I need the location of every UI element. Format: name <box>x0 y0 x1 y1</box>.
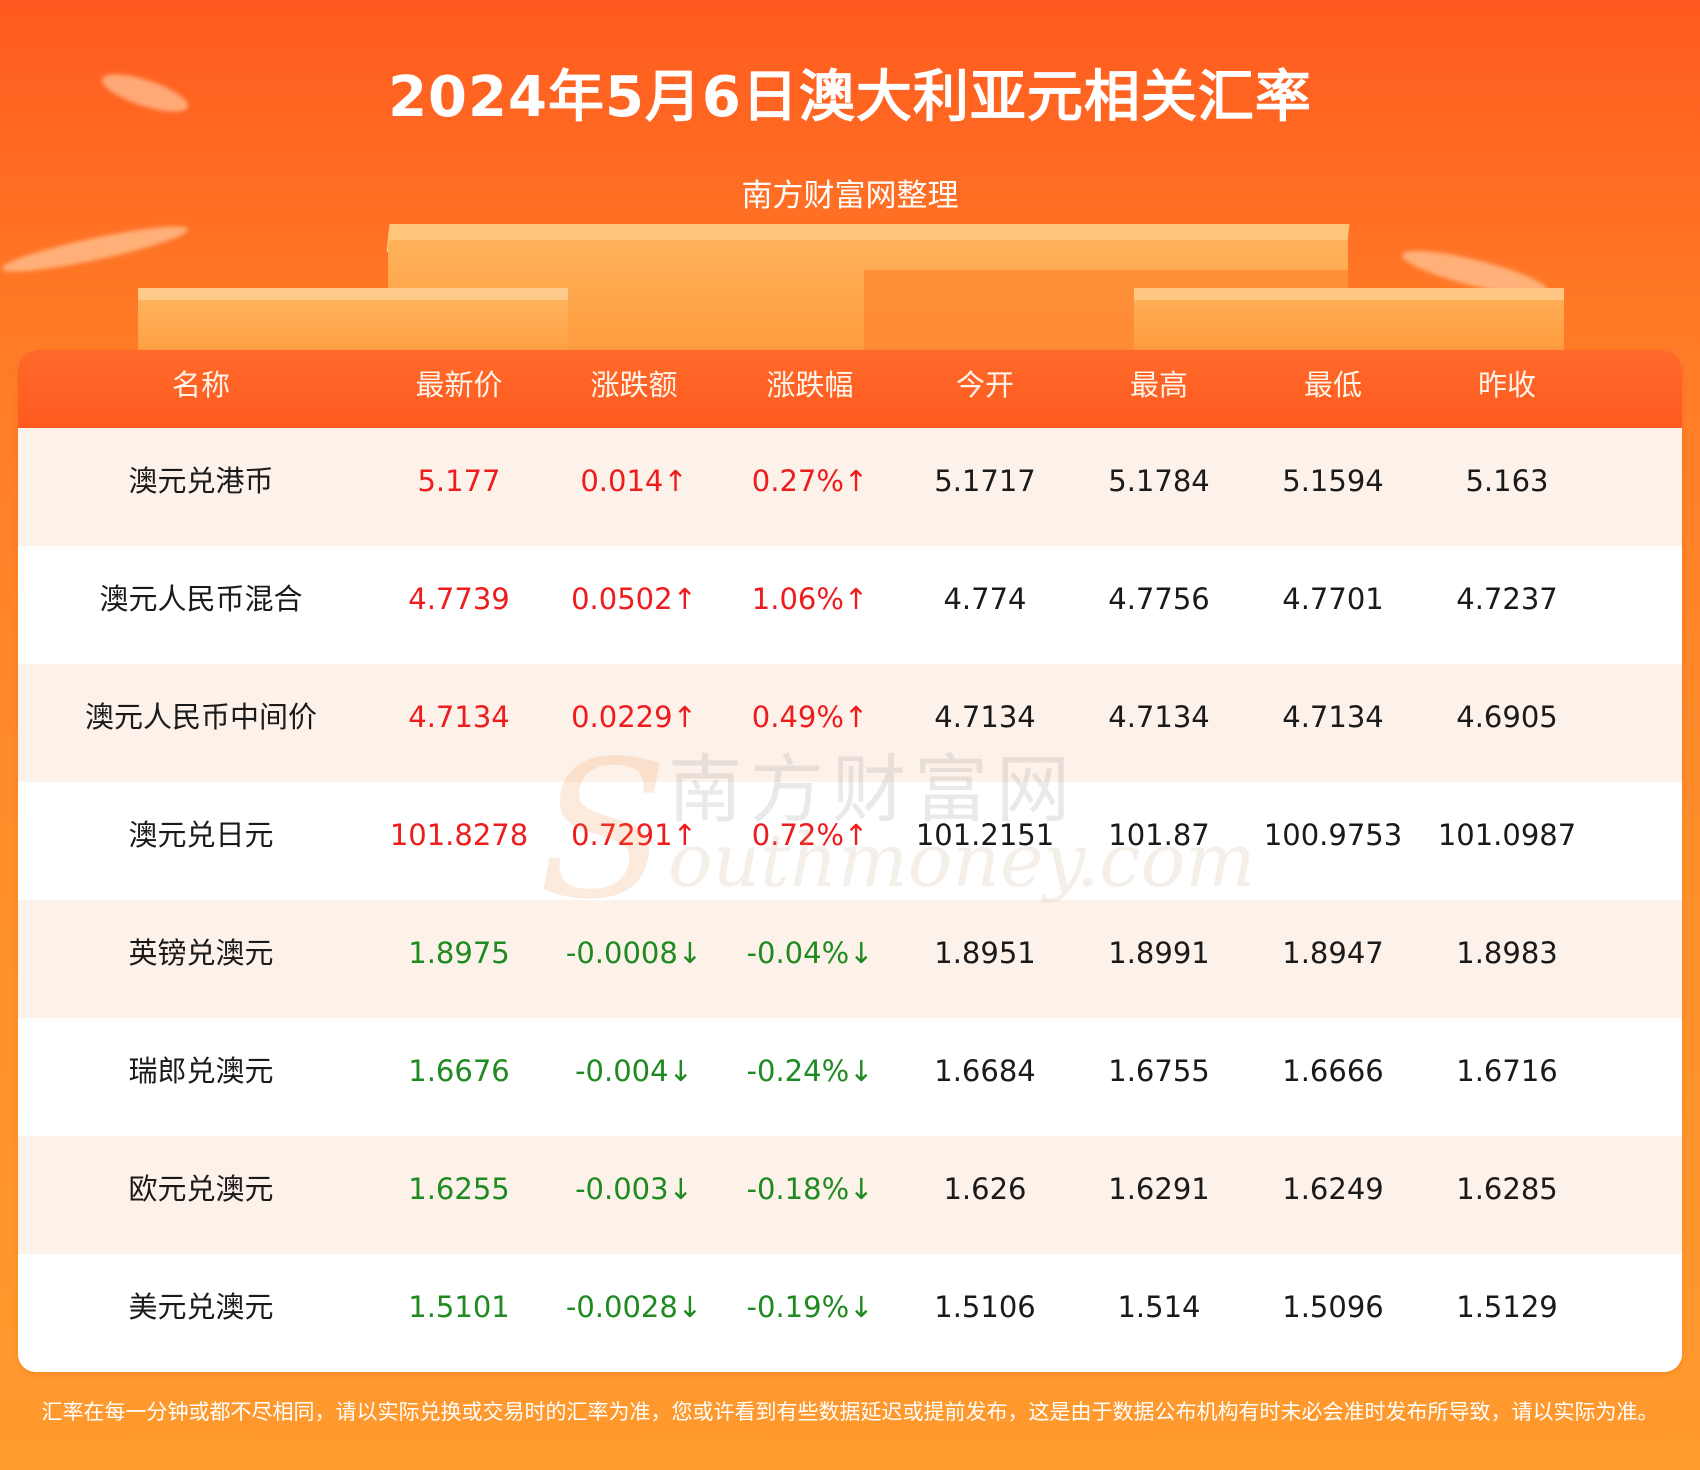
column-header-prev-close: 昨收 <box>1477 368 1536 402</box>
cell-low: 5.1594 <box>1282 464 1384 498</box>
cell-change: -0.0028↓ <box>565 1290 703 1324</box>
cell-high: 1.6755 <box>1108 1054 1210 1088</box>
page-title: 2024年5月6日澳大利亚元相关汇率 <box>388 65 1312 130</box>
table-row: 澳元人民币中间价 4.7134 0.0229↑ 0.49%↑ 4.7134 4.7134 4… <box>18 664 1682 782</box>
cell-name: 澳元人民币中间价 <box>84 700 317 734</box>
cell-high: 4.7134 <box>1108 700 1210 734</box>
cell-change-pct: -0.18%↓ <box>746 1172 874 1206</box>
column-header-change: 涨跌额 <box>590 368 678 402</box>
cell-high: 5.1784 <box>1108 464 1210 498</box>
cell-low: 1.5096 <box>1282 1290 1384 1324</box>
cell-change-pct: 0.72%↑ <box>751 818 869 852</box>
cell-name: 欧元兑澳元 <box>128 1172 274 1206</box>
cell-prev-close: 1.6285 <box>1456 1172 1558 1206</box>
rates-table-card: 名称 最新价 涨跌额 涨跌幅 今开 最高 最低 昨收 澳元兑港币 5.177 0.0… <box>18 350 1682 1372</box>
cell-change: -0.0008↓ <box>565 936 703 970</box>
cell-name: 英镑兑澳元 <box>128 936 274 970</box>
cell-change: 0.014↑ <box>580 464 688 498</box>
column-header-low: 最低 <box>1303 368 1362 402</box>
cell-low: 1.6666 <box>1282 1054 1384 1088</box>
cell-open: 4.7134 <box>934 700 1036 734</box>
cell-change-pct: -0.04%↓ <box>746 936 874 970</box>
cell-change-pct: 1.06%↑ <box>751 582 869 616</box>
cell-high: 1.6291 <box>1108 1172 1210 1206</box>
column-header-change-pct: 涨跌幅 <box>766 368 854 402</box>
cell-change: 0.0229↑ <box>571 700 697 734</box>
cell-prev-close: 1.8983 <box>1456 936 1558 970</box>
cell-change-pct: 0.49%↑ <box>751 700 869 734</box>
table-row: 澳元兑日元 101.8278 0.7291↑ 0.72%↑ 101.2151 101.87… <box>18 782 1682 900</box>
cell-low: 100.9753 <box>1263 818 1403 852</box>
hero-banner <box>0 0 1700 360</box>
cell-latest: 1.5101 <box>408 1290 510 1324</box>
cell-name: 美元兑澳元 <box>128 1290 274 1324</box>
cell-prev-close: 1.5129 <box>1456 1290 1558 1324</box>
cell-high: 1.8991 <box>1108 936 1210 970</box>
cell-open: 1.8951 <box>934 936 1036 970</box>
cell-name: 澳元人民币混合 <box>99 582 303 616</box>
cell-open: 4.774 <box>943 582 1027 616</box>
cell-high: 4.7756 <box>1108 582 1210 616</box>
column-header-latest: 最新价 <box>415 368 503 402</box>
cell-open: 1.626 <box>943 1172 1027 1206</box>
cell-open: 1.5106 <box>934 1290 1036 1324</box>
cell-name: 澳元兑港币 <box>128 464 274 498</box>
cell-prev-close: 1.6716 <box>1456 1054 1558 1088</box>
cell-name: 澳元兑日元 <box>128 818 274 852</box>
cell-low: 4.7701 <box>1282 582 1384 616</box>
cell-name: 瑞郎兑澳元 <box>128 1054 274 1088</box>
cell-prev-close: 101.0987 <box>1437 818 1577 852</box>
cell-open: 1.6684 <box>934 1054 1036 1088</box>
cell-change-pct: 0.27%↑ <box>751 464 869 498</box>
table-row: 英镑兑澳元 1.8975 -0.0008↓ -0.04%↓ 1.8951 1.8991 1.… <box>18 900 1682 1018</box>
table-row: 澳元人民币混合 4.7739 0.0502↑ 1.06%↑ 4.774 4.7756 4.7… <box>18 546 1682 664</box>
column-header-name: 名称 <box>171 368 230 402</box>
table-row: 瑞郎兑澳元 1.6676 -0.004↓ -0.24%↓ 1.6684 1.6755 1.6… <box>18 1018 1682 1136</box>
cell-change: 0.7291↑ <box>571 818 697 852</box>
table-header: 名称 最新价 涨跌额 涨跌幅 今开 最高 最低 昨收 <box>18 350 1682 428</box>
cell-change: 0.0502↑ <box>571 582 697 616</box>
cell-prev-close: 4.7237 <box>1456 582 1558 616</box>
cell-latest: 4.7739 <box>408 582 510 616</box>
cell-change: -0.003↓ <box>575 1172 693 1206</box>
table-row: 美元兑澳元 1.5101 -0.0028↓ -0.19%↓ 1.5106 1.514 1.5… <box>18 1254 1682 1372</box>
disclaimer-footnote: 汇率在每一分钟或都不尽相同，请以实际兑换或交易时的汇率为准，您或许看到有些数据延… <box>41 1400 1659 1424</box>
cell-latest: 1.6676 <box>408 1054 510 1088</box>
cell-latest: 4.7134 <box>408 700 510 734</box>
table-row: 澳元兑港币 5.177 0.014↑ 0.27%↑ 5.1717 5.1784 5.1594… <box>18 428 1682 546</box>
cell-latest: 1.8975 <box>408 936 510 970</box>
cell-change-pct: -0.24%↓ <box>746 1054 874 1088</box>
decor-streak <box>0 218 191 280</box>
cell-prev-close: 5.163 <box>1465 464 1549 498</box>
cell-open: 5.1717 <box>934 464 1036 498</box>
column-header-high: 最高 <box>1129 368 1188 402</box>
table-row: 欧元兑澳元 1.6255 -0.003↓ -0.18%↓ 1.626 1.6291 1.62… <box>18 1136 1682 1254</box>
cell-latest: 5.177 <box>417 464 501 498</box>
cell-open: 101.2151 <box>915 818 1055 852</box>
column-header-open: 今开 <box>955 368 1014 402</box>
cell-high: 1.514 <box>1117 1290 1201 1324</box>
cell-low: 4.7134 <box>1282 700 1384 734</box>
cell-high: 101.87 <box>1108 818 1210 852</box>
cell-change: -0.004↓ <box>575 1054 693 1088</box>
cell-latest: 1.6255 <box>408 1172 510 1206</box>
cell-change-pct: -0.19%↓ <box>746 1290 874 1324</box>
page-subtitle: 南方财富网整理 <box>741 178 959 214</box>
cell-prev-close: 4.6905 <box>1456 700 1558 734</box>
cell-low: 1.6249 <box>1282 1172 1384 1206</box>
cell-low: 1.8947 <box>1282 936 1384 970</box>
cell-latest: 101.8278 <box>389 818 529 852</box>
